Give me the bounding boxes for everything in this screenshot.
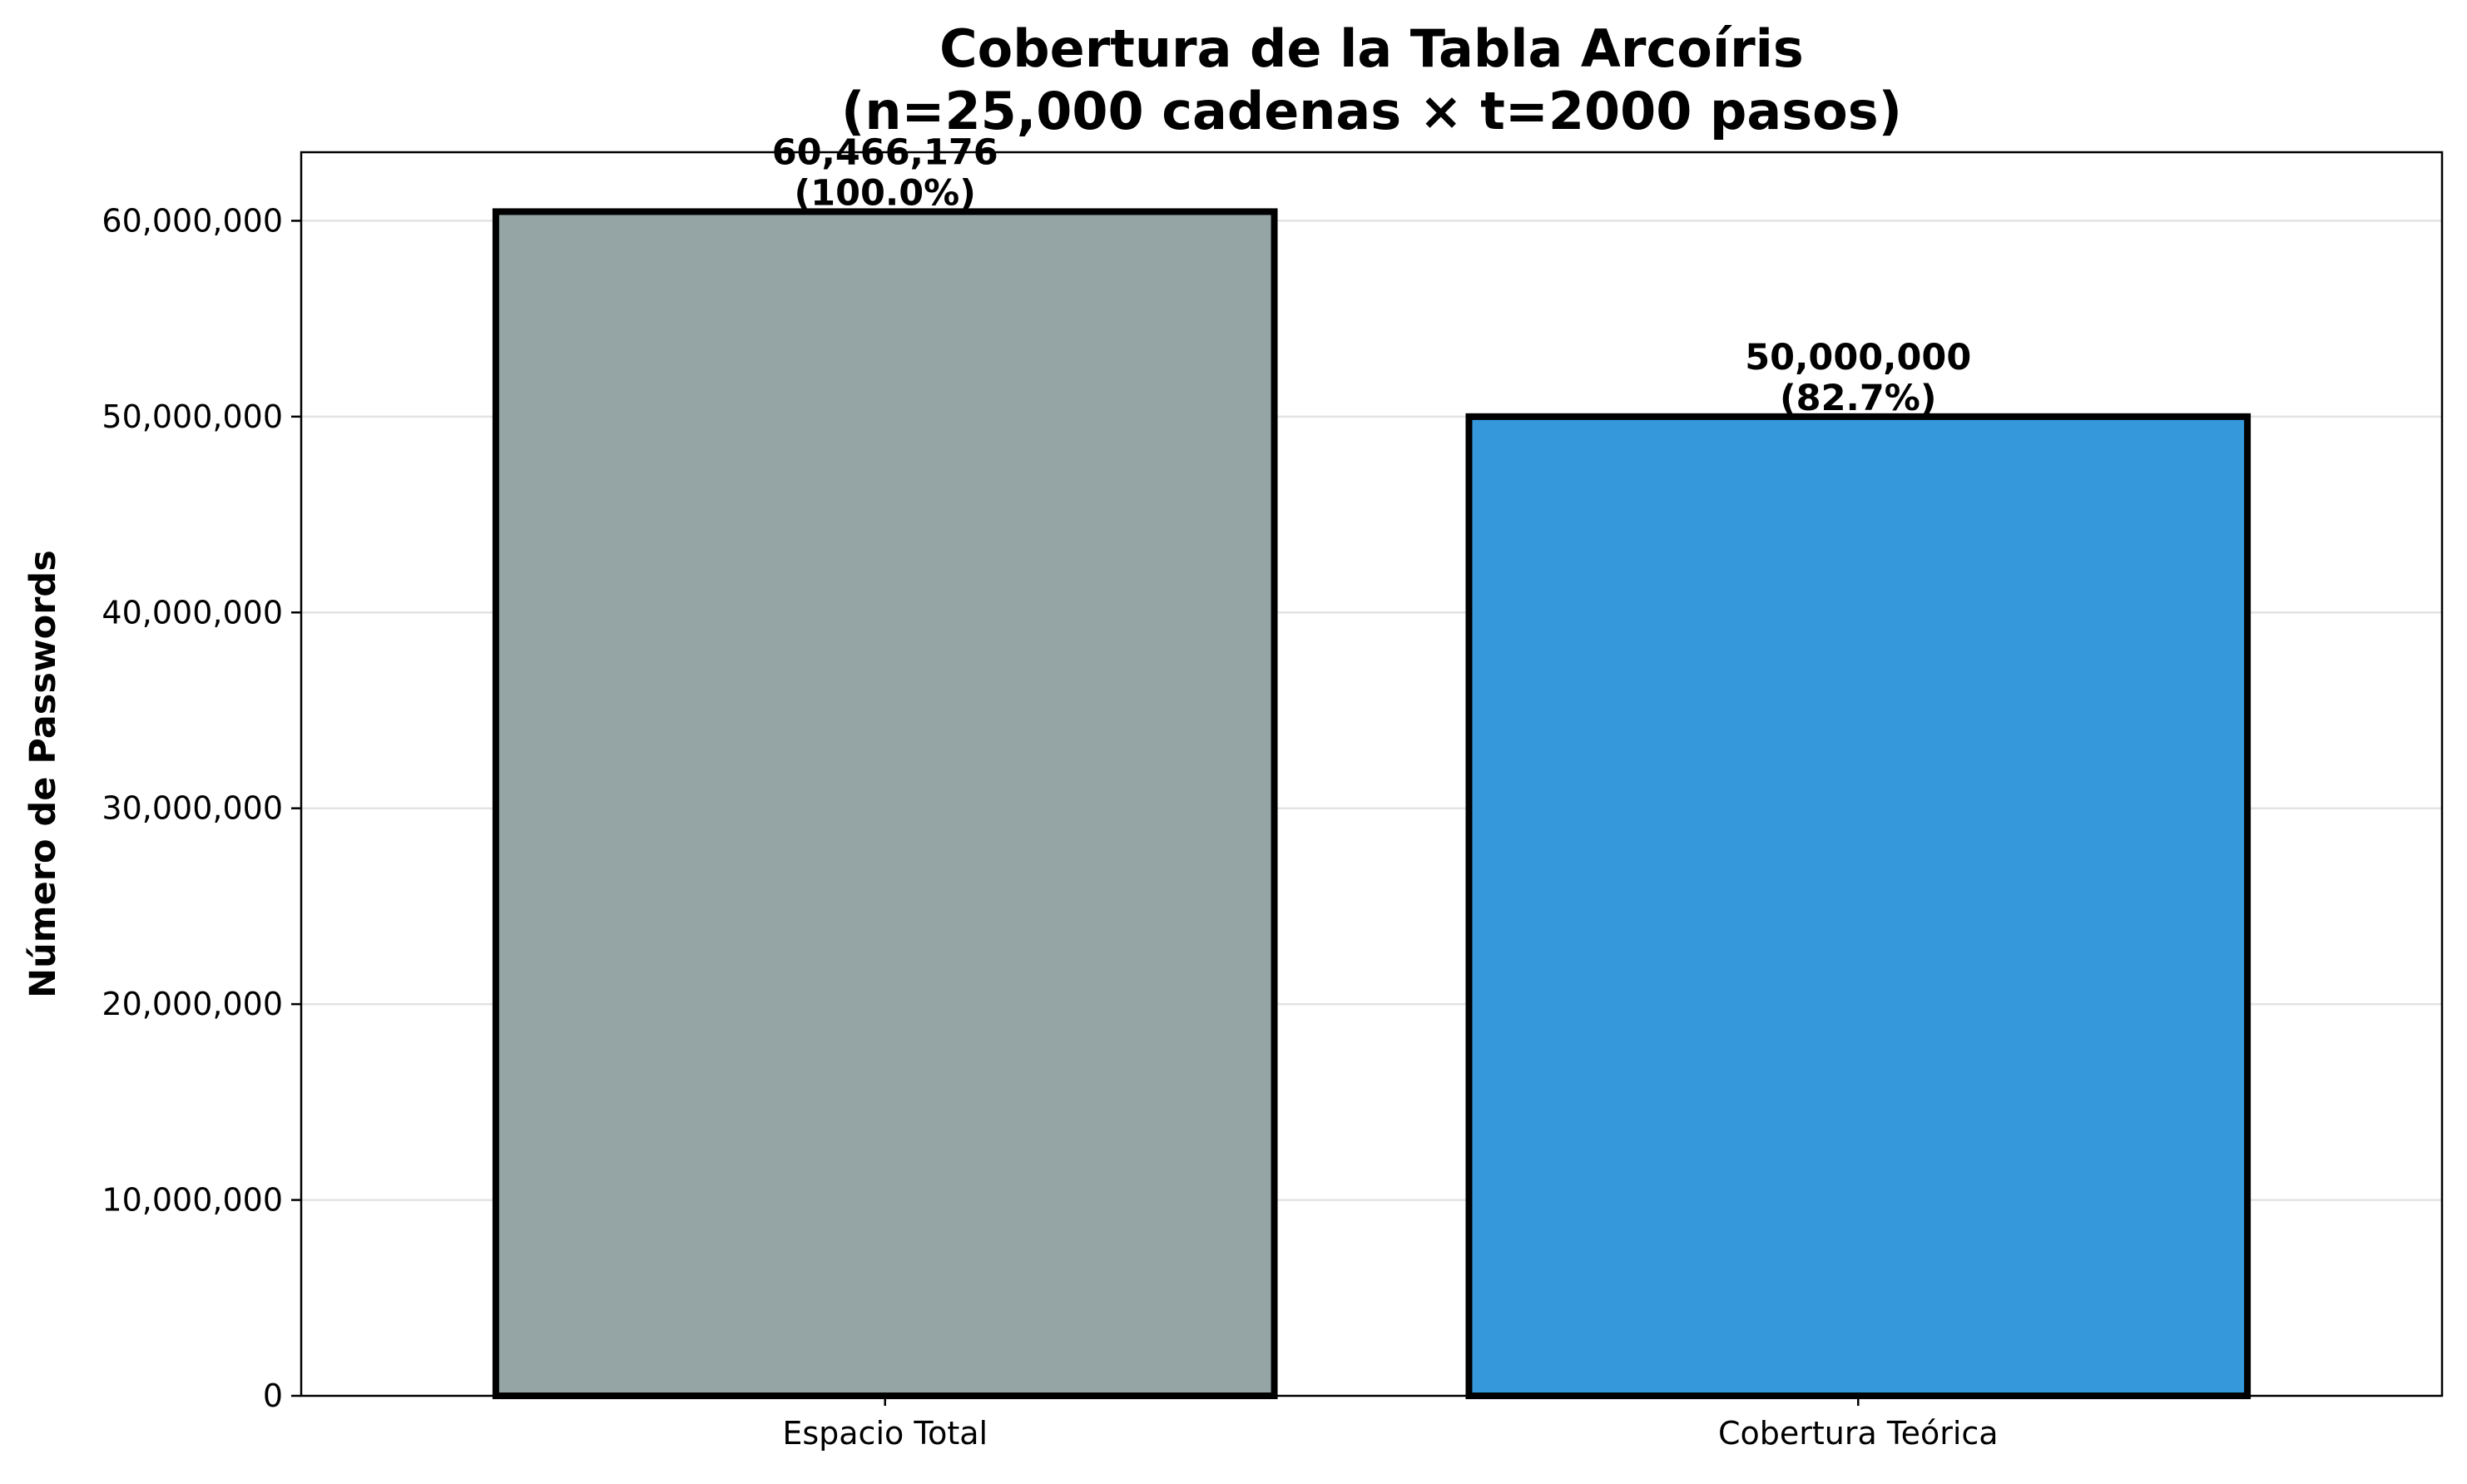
- bar-value-label: 50,000,000: [1745, 337, 1971, 378]
- plot-frame: [300, 151, 2444, 1397]
- y-tick-label: 40,000,000: [102, 594, 283, 631]
- bar-percent-label: (82.7%): [1780, 378, 1936, 419]
- chart-title: Cobertura de la Tabla Arcoíris (n=25,000 …: [841, 18, 1902, 141]
- y-tick-label: 10,000,000: [102, 1182, 283, 1219]
- y-axis-label: Número de Passwords: [22, 550, 64, 998]
- y-tick-label: 30,000,000: [102, 790, 283, 827]
- bar-value-label: 60,466,176: [772, 131, 998, 173]
- data-labels: 60,466,176(100.0%) 50,000,000(82.7%): [772, 131, 1972, 418]
- x-tick-label: Espacio Total: [782, 1415, 988, 1452]
- x-tick-label: Cobertura Teórica: [1718, 1415, 1999, 1452]
- bars: [492, 208, 2252, 1400]
- y-tick-label: 20,000,000: [102, 986, 283, 1022]
- y-tick-label: 60,000,000: [102, 202, 283, 239]
- y-tick-label: 50,000,000: [102, 398, 283, 435]
- bar-percent-label: (100.0%): [795, 172, 976, 214]
- x-axis-ticks: Espacio Total Cobertura Teórica: [782, 1396, 1999, 1452]
- y-tick-label: 0: [263, 1378, 283, 1414]
- bar: [1465, 413, 2252, 1400]
- bar: [492, 208, 1278, 1399]
- chart-title-line: (n=25,000 cadenas × t=2000 pasos): [841, 81, 1902, 141]
- chart-title-line: Cobertura de la Tabla Arcoíris: [939, 18, 1804, 79]
- y-axis-ticks: 0 10,000,000 20,000,000 30,000,000 40,000,00…: [102, 202, 301, 1414]
